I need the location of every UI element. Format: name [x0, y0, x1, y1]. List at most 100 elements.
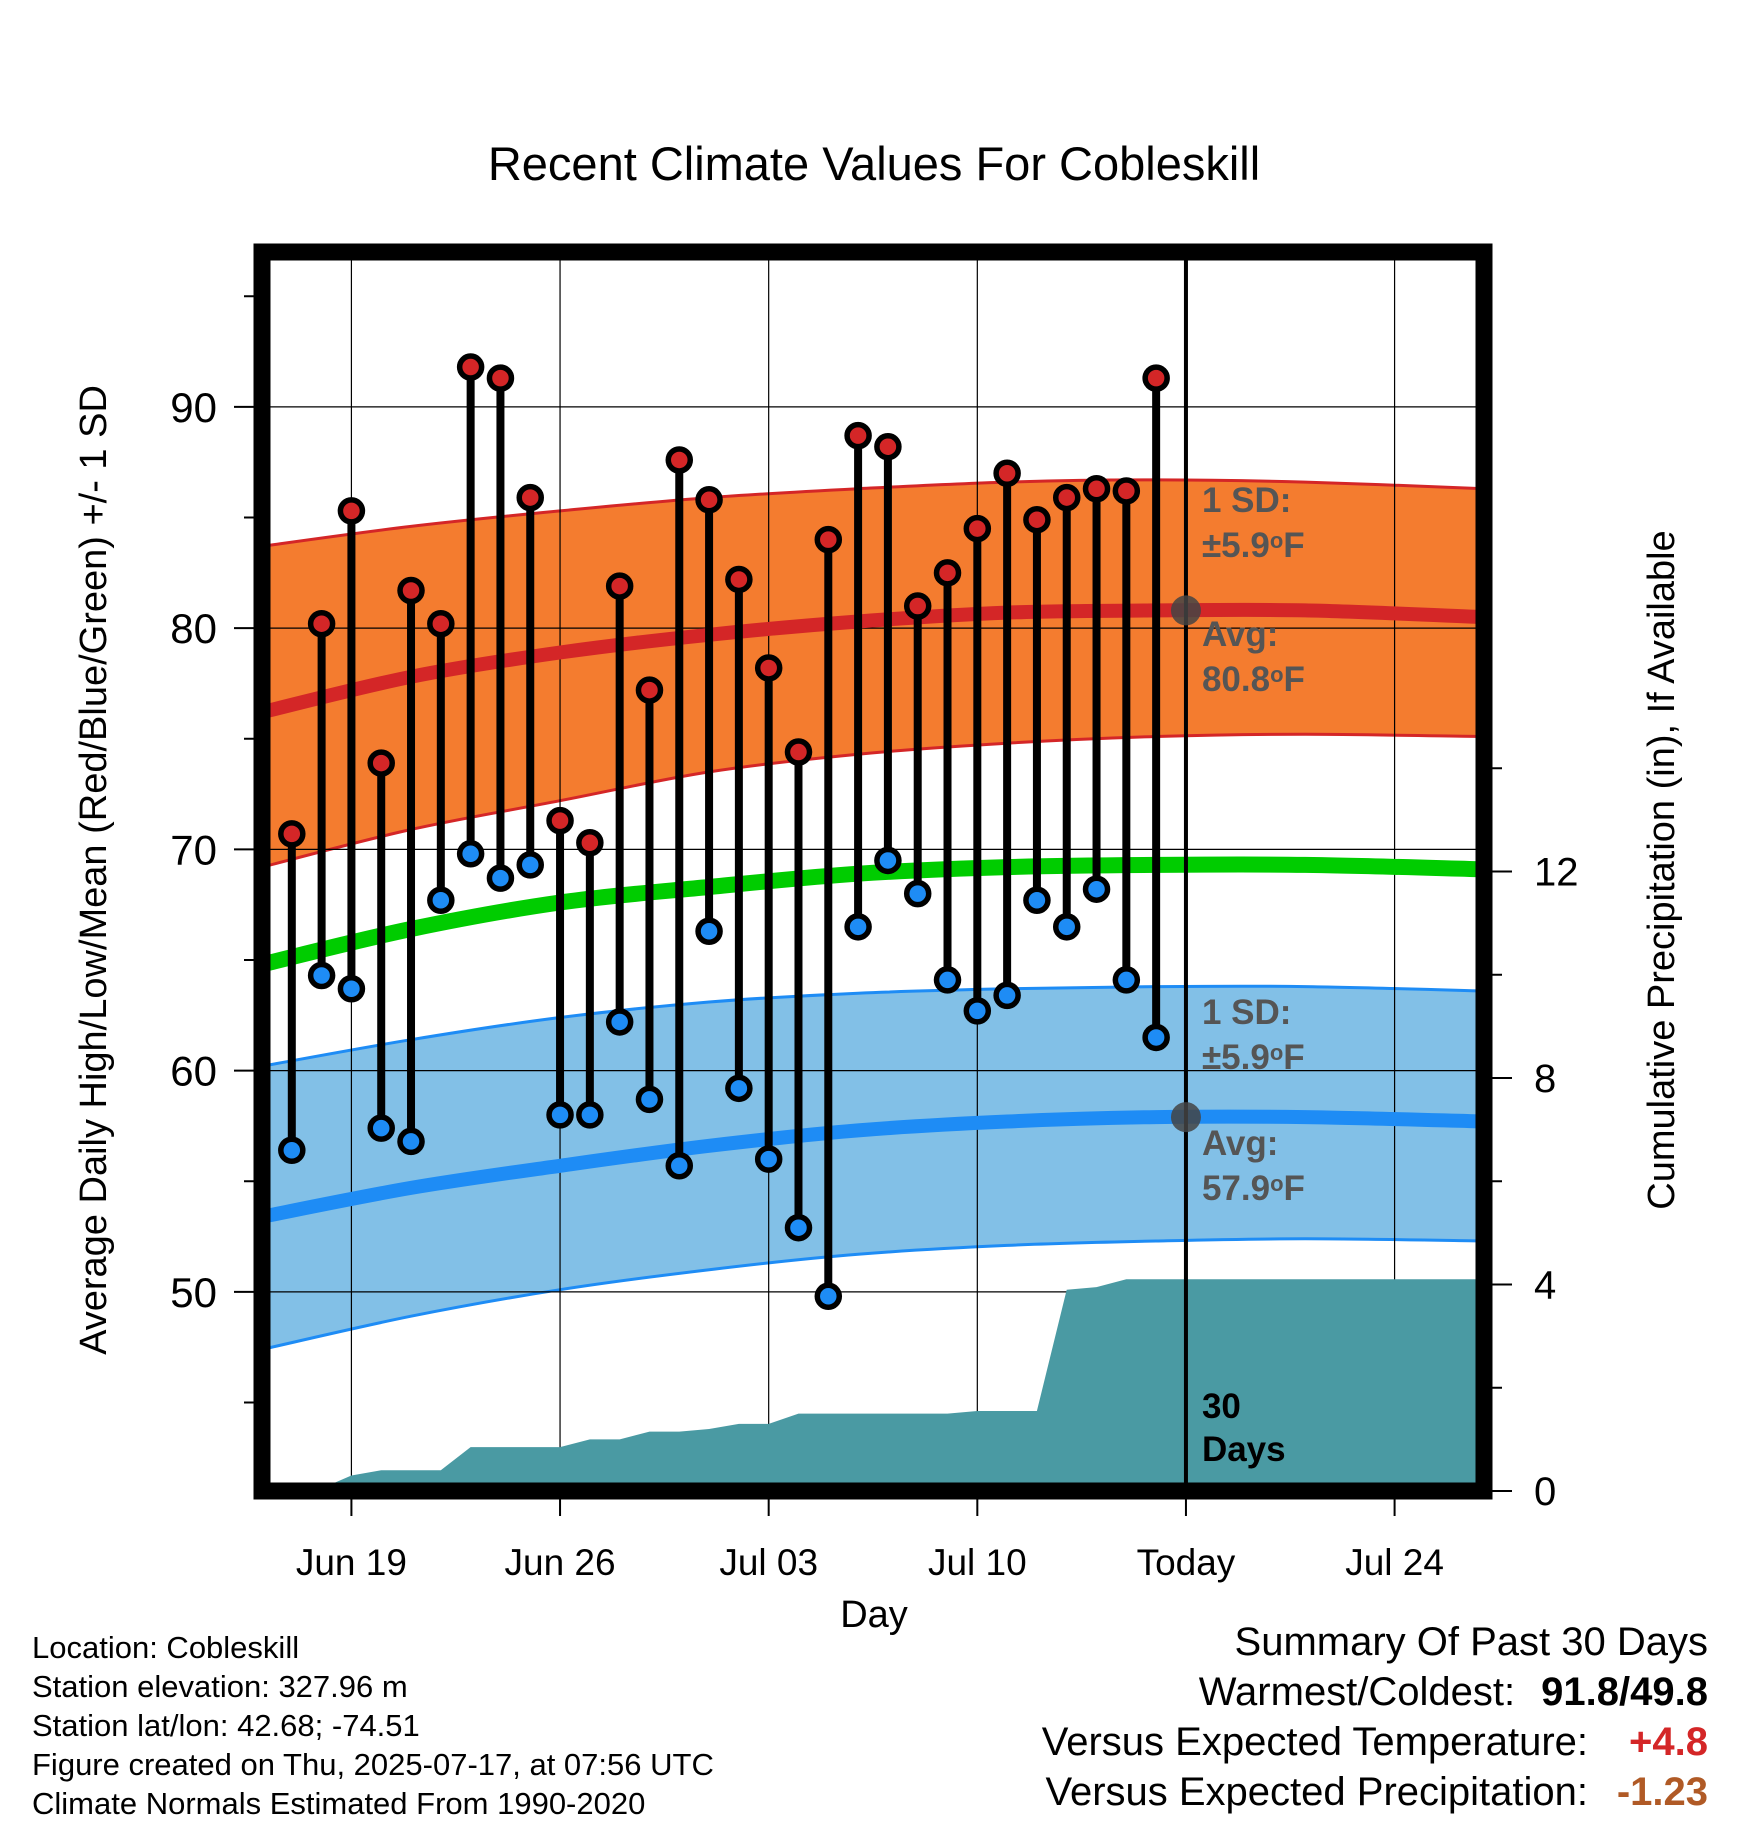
obs-high-point [844, 421, 872, 450]
obs-low-point [307, 961, 336, 990]
obs-high-point [605, 572, 634, 600]
obs-low-point [1082, 875, 1111, 903]
obs-low-point [903, 879, 932, 908]
plot-frame [253, 243, 1493, 1500]
latlon-text: Station lat/lon: 42.68; -74.51 [32, 1708, 420, 1743]
obs-low-point [754, 1145, 783, 1173]
obs-low-point [784, 1213, 813, 1242]
x-tick-label: Jul 24 [1345, 1542, 1444, 1583]
obs-high-point [903, 592, 932, 620]
obs-low-point [456, 840, 485, 868]
obs-high-point [516, 483, 544, 512]
location-text: Location: Cobleskill [32, 1630, 300, 1665]
obs-high-point [1023, 505, 1051, 534]
period-days-label: Days [1202, 1430, 1286, 1469]
obs-low-point [278, 1136, 306, 1165]
obs-low-point [963, 997, 992, 1025]
obs-low-point [546, 1101, 574, 1129]
obs-low-point [933, 966, 962, 994]
obs-low-point [367, 1114, 395, 1142]
obs-low-point [844, 913, 872, 941]
obs-low-point [1142, 1023, 1170, 1052]
y2-tick-label: 12 [1534, 851, 1579, 895]
obs-low-point [814, 1282, 843, 1311]
obs-high-point [1142, 364, 1170, 392]
y2-axis-label: Cumulative Precipitation (in), If Availa… [1641, 530, 1683, 1209]
obs-high-point [754, 654, 783, 682]
summary-title: Summary Of Past 30 Days [1234, 1620, 1708, 1664]
high-sd-label: 1 SD: [1202, 481, 1291, 520]
y-tick-label: 60 [170, 1048, 217, 1095]
low-avg-value: 57.9oF [1202, 1169, 1305, 1208]
obs-low-point [1023, 886, 1051, 915]
temp-row: Versus Expected Temperature: +4.8 [1042, 1717, 1708, 1767]
obs-high-point [367, 749, 395, 777]
obs-low-point [725, 1074, 753, 1103]
obs-low-point [337, 975, 366, 1003]
obs-high-point [546, 806, 574, 835]
low-band-upper-edge [262, 984, 1484, 1068]
obs-high-point [486, 364, 515, 392]
obs-high-point [576, 828, 604, 857]
obs-low-point [576, 1101, 604, 1129]
obs-low-point [874, 846, 902, 875]
period-days-number: 30 [1202, 1387, 1241, 1426]
x-tick-label: Jun 26 [505, 1542, 616, 1583]
slash: / [1619, 1670, 1631, 1714]
obs-high-point [933, 559, 962, 587]
temp-label: Versus Expected Temperature: [1041, 1720, 1588, 1764]
y-tick-label: 90 [170, 384, 217, 431]
obs-low-point [427, 886, 455, 915]
normal-low-line [262, 1109, 1484, 1224]
obs-high-point [814, 525, 843, 554]
obs-high-point [725, 565, 753, 594]
created-text: Figure created on Thu, 2025-07-17, at 07… [32, 1747, 714, 1782]
elevation-text: Station elevation: 327.96 m [32, 1669, 408, 1704]
obs-high-point [337, 497, 366, 525]
y-tick-label: 80 [170, 605, 217, 652]
coldest-value: 49.8 [1630, 1670, 1708, 1714]
obs-high-point [278, 820, 306, 848]
obs-low-point [665, 1152, 694, 1180]
warmest-value: 91.8 [1541, 1670, 1620, 1714]
obs-high-point [397, 576, 425, 605]
y2-tick-label: 8 [1534, 1057, 1556, 1101]
low-band-lower-edge [262, 1237, 1484, 1351]
today-high-avg-marker [1170, 595, 1201, 626]
low-sd-label: 1 SD: [1202, 993, 1291, 1032]
high-sd-value: ±5.9oF [1202, 526, 1305, 565]
warm-cold-row: Warmest/Coldest: 91.8/49.8 [1042, 1667, 1708, 1717]
obs-low-point [486, 864, 515, 892]
obs-high-point [1052, 483, 1081, 512]
obs-high-point [993, 459, 1021, 487]
obs-low-point [993, 981, 1021, 1010]
normal-mean-line [262, 856, 1484, 973]
obs-low-point [516, 851, 544, 879]
precip-row: Versus Expected Precipitation: -1.23 [1042, 1767, 1708, 1817]
temp-value: +4.8 [1629, 1720, 1708, 1764]
obs-high-point [1082, 474, 1111, 503]
obs-high-point [456, 353, 485, 381]
x-tick-label: Jun 19 [296, 1542, 407, 1583]
station-info: Location: Cobleskill Station elevation: … [32, 1628, 714, 1823]
y-tick-label: 70 [170, 826, 217, 873]
high-sd-band [262, 479, 1484, 868]
x-axis-label: Day [840, 1594, 908, 1636]
today-low-avg-marker [1170, 1102, 1201, 1133]
low-sd-band [262, 986, 1484, 1350]
cumulative-precip-area [262, 1279, 1484, 1491]
precip-label: Versus Expected Precipitation: [1045, 1770, 1588, 1814]
y-axis-label: Average Daily High/Low/Mean (Red/Blue/Gr… [73, 385, 115, 1355]
precip-value: -1.23 [1616, 1770, 1708, 1814]
obs-high-point [784, 738, 813, 766]
obs-high-point [695, 486, 723, 514]
x-tick-label: Today [1137, 1542, 1236, 1583]
low-sd-value: ±5.9oF [1202, 1038, 1305, 1077]
x-tick-label: Jul 03 [719, 1542, 818, 1583]
obs-low-point [695, 917, 723, 945]
y2-tick-label: 0 [1534, 1470, 1556, 1514]
y-tick-label: 50 [170, 1269, 217, 1316]
obs-high-point [665, 446, 694, 474]
obs-high-point [1112, 477, 1141, 505]
